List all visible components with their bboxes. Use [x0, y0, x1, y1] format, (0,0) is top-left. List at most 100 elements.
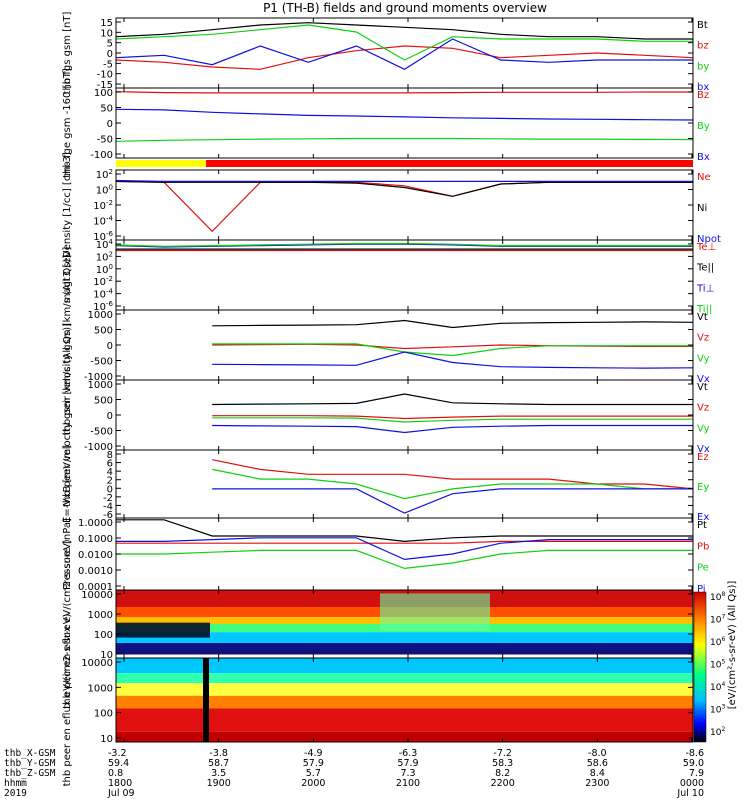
time-row-value: -8.0 — [588, 748, 607, 759]
spectrogram-band — [116, 731, 693, 742]
panel-10: 10000 1000 100 10 thb peer en eflux eV/(cm2-… — [62, 614, 694, 787]
time-row-value: 3.5 — [211, 768, 226, 779]
legend-bx: bx — [697, 82, 709, 93]
series-by — [115, 24, 693, 61]
y-tick-label: -5 — [103, 59, 113, 70]
spectrogram-10 — [116, 658, 693, 742]
legend-Bx: Bx — [697, 152, 710, 163]
y-tick-label: 0.0010 — [78, 566, 113, 577]
y-tick-label: 0 — [107, 119, 113, 130]
legend-Ti: Ti⊥ — [696, 283, 714, 294]
y-tick-label: 2 — [107, 476, 113, 487]
series-Ni — [115, 180, 693, 197]
y-tick-label: 100 — [96, 184, 113, 197]
y-tick-label: 10-2 — [93, 199, 113, 212]
time-row-value: 0.8 — [108, 768, 123, 779]
y-tick-label: 0.0001 — [78, 582, 113, 593]
legend-Vt: Vt — [697, 382, 708, 393]
y-tick-label: 1.0000 — [78, 518, 113, 529]
colorbar-tick: 108 — [710, 591, 725, 603]
time-row-value: 0000 — [680, 778, 704, 789]
y-axis-label: E=-VxB [mV/m] — [62, 445, 73, 523]
y-tick-label: 10000 — [81, 590, 113, 601]
time-row-value: 57.9 — [397, 758, 418, 769]
y-tick-label: 50 — [100, 104, 113, 115]
series-Ti — [115, 242, 693, 247]
y-tick-label: 100 — [94, 709, 113, 720]
series-Ey — [212, 468, 693, 500]
y-axis-label: thb peir velocity gsm [km/s (All Qs)] — [62, 255, 73, 436]
time-row-value: -3.8 — [209, 748, 228, 759]
series-Pe — [116, 549, 693, 570]
legend-Ey: Ey — [697, 482, 709, 493]
time-row-value: 7.9 — [689, 768, 704, 779]
time-row-value: 1800 — [108, 778, 132, 789]
series-Pi — [116, 537, 693, 561]
panel-6: Vt Vz Vy Vx 1000 500 0 -500 -1000 thb peer veloci… — [62, 323, 710, 507]
legend-Vy: Vy — [697, 423, 710, 434]
y-axis-label: thb peer velocity gsm [km/s (All Qs)] — [62, 323, 73, 507]
y-tick-label: 100 — [96, 263, 113, 276]
y-tick-label: -10 — [97, 70, 113, 81]
time-row-value: 2300 — [585, 778, 609, 789]
legend-Te: Te⊥ — [696, 242, 716, 253]
time-row-label: thb_X-GSM — [4, 748, 56, 759]
y-axis-label: thb peer en eflux eV/(cm2-s-sr-eV) — [62, 614, 73, 787]
y-tick-label: 100 — [94, 630, 113, 641]
legend-Pe: Pe — [697, 563, 709, 574]
series-Pt — [116, 519, 693, 543]
y-tick-label: -500 — [90, 427, 113, 438]
y-tick-label: 1000 — [88, 380, 113, 391]
spectrogram-gap — [116, 622, 210, 638]
series-bx — [115, 38, 693, 70]
time-row-value: -7.2 — [493, 748, 512, 759]
y-tick-label: 1000 — [88, 683, 113, 694]
time-row-label: hhmm — [4, 778, 27, 789]
colorbar-tick: 107 — [710, 614, 725, 626]
time-axis-info: thb_X-GSM -3.2 -3.8 -4.9 -6.3 -7.2 -8.0 -8.6 thb… — [4, 748, 704, 799]
y-tick-label: 8 — [107, 450, 113, 461]
spectrogram-gap — [203, 658, 209, 742]
y-tick-label: 1000 — [88, 310, 113, 321]
spectrogram-band — [116, 654, 693, 658]
panel-2: Bz By Bx 100 50 0 -50 -100 thb fge gsm -160 [nT] — [62, 68, 710, 178]
legend-Npot: Npot — [697, 234, 721, 245]
time-row-value: 59.0 — [683, 758, 704, 769]
y-tick-label: 6 — [107, 459, 113, 470]
legend-Vz: Vz — [697, 333, 709, 344]
y-tick-label: 1000 — [88, 610, 113, 621]
time-row-value: -4.9 — [304, 748, 323, 759]
y-tick-label: -2 — [103, 493, 113, 504]
y-tick-label: 4 — [107, 467, 113, 478]
time-row-label: 2019 — [4, 788, 27, 799]
status-bar-yellow — [116, 160, 206, 167]
series-Vy — [212, 417, 693, 423]
spectrogram-9 — [116, 590, 693, 658]
time-row-value: 8.2 — [495, 768, 510, 779]
y-tick-label: -4 — [103, 501, 113, 512]
spectrogram-band — [116, 695, 693, 709]
series-Vx — [212, 424, 693, 434]
y-tick-label: 10 — [100, 650, 113, 661]
legend-Bz: Bz — [697, 90, 709, 101]
legend-Te: Te|| — [696, 263, 714, 274]
y-tick-label: 10-4 — [93, 215, 113, 228]
y-tick-label: 104 — [96, 238, 114, 251]
y-tick-label: 10 — [100, 28, 113, 39]
time-row-value: 57.9 — [303, 758, 324, 769]
panel-3: Ne Ni Npot 102 100 10-2 10-4 10-6 Density [1/cc]… — [62, 152, 721, 258]
colorbar-tick: 104 — [710, 681, 725, 693]
series-Vt — [212, 319, 694, 329]
panel-8: Pt Pb Pe Pi 1.0000 0.1000 0.0100 0.0010 0.0001 Pr… — [62, 517, 709, 595]
time-row-value: 8.4 — [590, 768, 605, 779]
time-row-value: -8.6 — [685, 748, 704, 759]
y-tick-label: 0 — [107, 411, 113, 422]
series-Vz — [212, 343, 693, 350]
y-axis-label: Pressure [nPa] — [62, 518, 73, 590]
legend-Pb: Pb — [697, 541, 709, 552]
panel-9: 10000 1000 100 10 thb peir en eflux eV/(cm2-… — [62, 539, 694, 709]
